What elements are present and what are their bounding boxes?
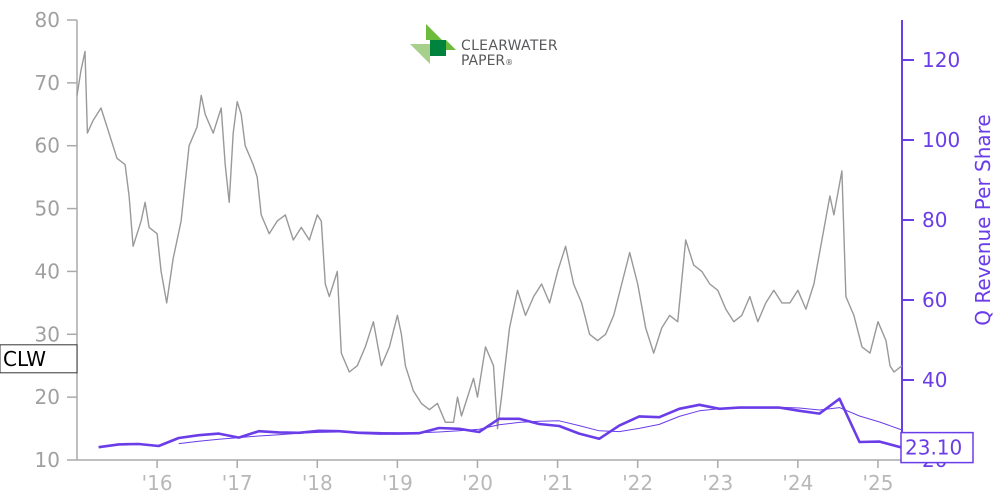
right-axis-tick-label: 40 <box>922 368 947 392</box>
left-axis-tick-label: 50 <box>35 197 60 221</box>
x-axis-tick-label: '16 <box>142 471 173 495</box>
left-axis-tick-label: 10 <box>35 448 60 472</box>
left-axis-tick-label: 70 <box>35 71 60 95</box>
x-axis-tick-label: '24 <box>782 471 813 495</box>
last-value-label: 23.10 <box>905 436 962 460</box>
left-axis-tick-label: 80 <box>35 8 60 32</box>
right-axis-tick-label: 80 <box>922 208 947 232</box>
left-axis-tick-label: 60 <box>35 134 60 158</box>
logo-registered-mark: ® <box>505 58 513 67</box>
logo-text-line2: PAPER® <box>461 53 513 69</box>
ticker-box <box>0 344 78 374</box>
left-axis-tick-label: 20 <box>35 385 60 409</box>
x-axis-tick-label: '20 <box>462 471 493 495</box>
axes: 10 20 30 40 50 60 70 80 '16 '17 '18 '19 '20 '21 '22 '23… <box>35 8 961 495</box>
x-axis-tick-label: '19 <box>382 471 413 495</box>
left-axis-tick-label: 40 <box>35 259 60 283</box>
logo-mark-accent <box>446 40 456 50</box>
x-axis-tick-label: '25 <box>862 471 893 495</box>
right-axis-tick-label: 100 <box>922 128 960 152</box>
logo-mark-light <box>410 44 430 64</box>
x-axis-tick-label: '23 <box>702 471 733 495</box>
clearwater-paper-logo: CLEARWATER PAPER® <box>410 24 558 69</box>
labels-layer: Q Revenue Per Share CLW 23.10 <box>0 114 995 464</box>
left-axis-tick-label: 30 <box>35 322 60 346</box>
ticker-label: CLW <box>3 347 46 371</box>
revenue-trend-line <box>178 406 903 445</box>
price-line <box>76 50 903 430</box>
x-axis-tick-label: '21 <box>542 471 573 495</box>
right-axis-tick-label: 120 <box>922 48 960 72</box>
right-axis-tick-label: 60 <box>922 288 947 312</box>
logo-text-paper: PAPER <box>461 53 505 69</box>
series-layer <box>76 50 903 449</box>
logo-mark-green <box>426 24 442 40</box>
right-axis-label: Q Revenue Per Share <box>971 114 995 326</box>
x-axis-tick-label: '22 <box>622 471 653 495</box>
last-value-box <box>900 431 974 464</box>
x-axis-tick-label: '17 <box>222 471 253 495</box>
x-axis-tick-label: '18 <box>302 471 333 495</box>
logo-mark-dark <box>430 40 446 56</box>
logo-text-line1: CLEARWATER <box>461 38 558 54</box>
